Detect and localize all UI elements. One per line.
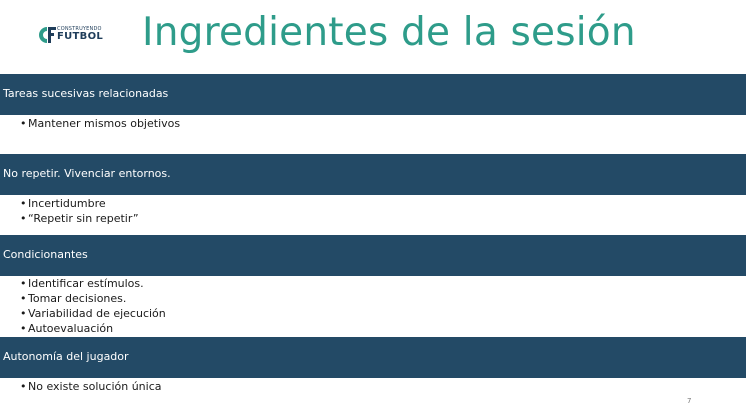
section-bar-condicionantes: Condicionantes — [0, 235, 746, 276]
list-item: • Variabilidad de ejecución — [20, 306, 166, 321]
bullet-text: Autoevaluación — [28, 322, 114, 335]
bullet-icon: • — [20, 197, 27, 210]
section-bullets-autonomia: • No existe solución única — [20, 379, 161, 394]
list-item: • Mantener mismos objetivos — [20, 116, 180, 131]
bullet-text: No existe solución única — [28, 380, 162, 393]
section-heading: Autonomía del jugador — [3, 350, 129, 363]
bullet-text: Mantener mismos objetivos — [28, 117, 181, 130]
section-bar-tareas: Tareas sucesivas relacionadas — [0, 74, 746, 115]
bullet-icon: • — [20, 307, 27, 320]
bullet-icon: • — [20, 117, 27, 130]
section-heading: No repetir. Vivenciar entornos. — [3, 167, 171, 180]
bullet-icon: • — [20, 277, 27, 290]
bullet-text: “Repetir sin repetir” — [28, 212, 139, 225]
bullet-icon: • — [20, 322, 27, 335]
bullet-text: Incertidumbre — [28, 197, 106, 210]
list-item: • “Repetir sin repetir” — [20, 211, 139, 226]
logo: CONSTRUYENDO FUTBOL — [38, 24, 103, 46]
bullet-icon: • — [20, 212, 27, 225]
section-bar-no-repetir: No repetir. Vivenciar entornos. — [0, 154, 746, 195]
section-bullets-condicionantes: • Identificar estímulos. • Tomar decisione… — [20, 276, 166, 336]
logo-brand-big: FUTBOL — [57, 31, 104, 42]
slide-title: Ingredientes de la sesión — [142, 10, 636, 55]
logo-mark-icon — [39, 27, 56, 43]
list-item: • No existe solución única — [20, 379, 161, 394]
list-item: • Incertidumbre — [20, 196, 139, 211]
bullet-icon: • — [20, 292, 27, 305]
list-item: • Tomar decisiones. — [20, 291, 166, 306]
section-bullets-no-repetir: • Incertidumbre • “Repetir sin repetir” — [20, 196, 139, 226]
bullet-text: Identificar estímulos. — [28, 277, 144, 290]
section-bullets-tareas: • Mantener mismos objetivos — [20, 116, 180, 131]
bullet-text: Variabilidad de ejecución — [28, 307, 166, 320]
list-item: • Autoevaluación — [20, 321, 166, 336]
list-item: • Identificar estímulos. — [20, 276, 166, 291]
section-heading: Tareas sucesivas relacionadas — [3, 87, 169, 100]
bullet-icon: • — [20, 380, 27, 393]
bullet-text: Tomar decisiones. — [28, 292, 127, 305]
logo-brand-small: CONSTRUYENDO — [57, 26, 102, 32]
section-heading: Condicionantes — [3, 248, 88, 261]
page-number: 7 — [687, 397, 692, 405]
section-bar-autonomia: Autonomía del jugador — [0, 337, 746, 378]
